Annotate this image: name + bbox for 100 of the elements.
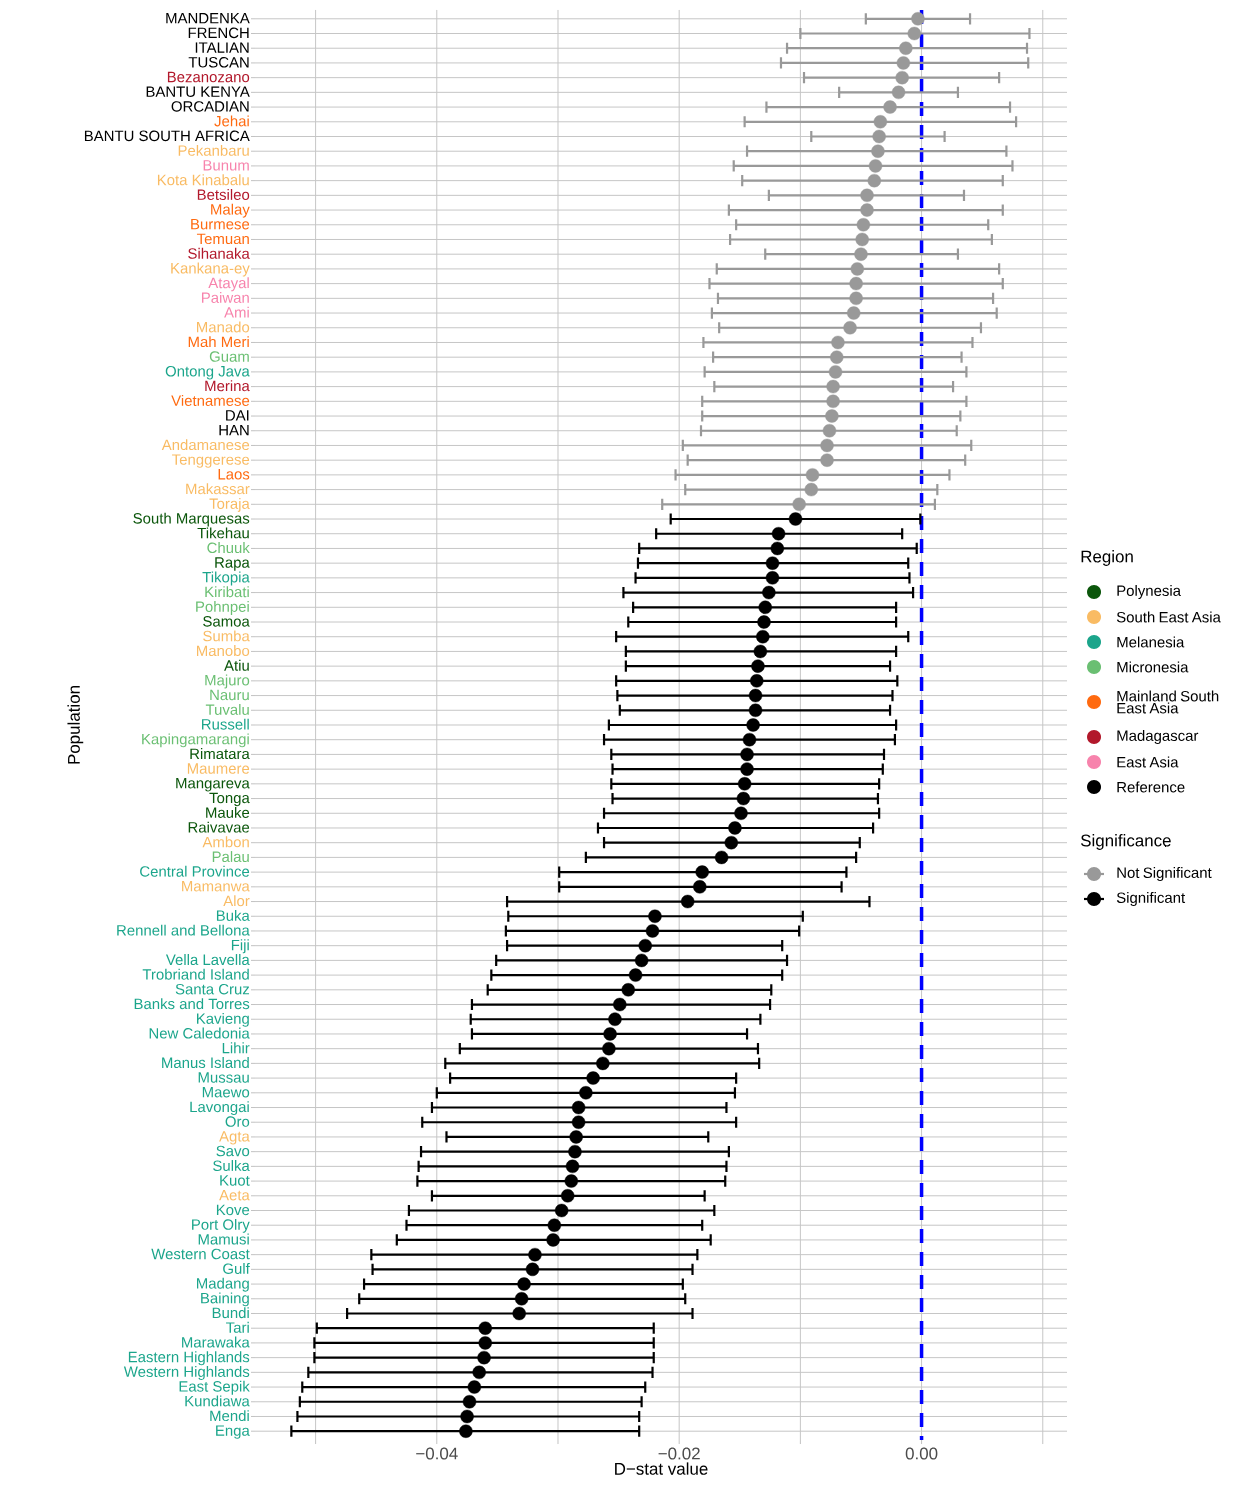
y-tick-label: Bunum (203, 160, 249, 171)
point (849, 291, 863, 306)
point (830, 350, 844, 364)
point (828, 365, 843, 379)
point (825, 409, 839, 423)
y-tick-label: Enga (216, 1425, 250, 1439)
point (820, 453, 834, 467)
y-tick-label: Maewo (202, 1087, 250, 1098)
y-tick-label: Temuan (196, 233, 249, 245)
y-tick-label: Tenggerese (172, 454, 250, 468)
y-tick-label: Lavongai (190, 1101, 249, 1116)
y-tick-label: Mussau (198, 1072, 249, 1083)
y-tick-label: Ontong Java (165, 365, 250, 380)
point (804, 482, 818, 497)
y-tick-label: Tikehau (197, 527, 249, 539)
y-tick-label: Savo (216, 1145, 250, 1157)
y-tick-label: Western Coast (151, 1248, 250, 1260)
y-tick-label: Trobriand Island (142, 968, 249, 980)
y-tick-label: DAI (226, 410, 249, 421)
text: Significance (1080, 834, 1171, 850)
y-tick-label: Madang (197, 1277, 249, 1292)
point (895, 70, 909, 85)
y-tick-label: Malay (211, 203, 250, 218)
y-tick-label: Kota Kinabalu (157, 174, 249, 186)
y-tick-label: Laos (218, 469, 250, 480)
point (847, 306, 861, 320)
y-tick-label: Atayal (208, 277, 249, 292)
y-tick-label: Manus Island (162, 1057, 249, 1069)
y-tick-label: FRENCH (188, 27, 249, 39)
y-tick-label: Kiribati (205, 586, 249, 598)
y-tick-label: Mendi (210, 1410, 249, 1422)
legend-label: Significant (1116, 892, 1186, 906)
y-tick-label: Paiwan (202, 292, 249, 303)
y-tick-label: Ami (224, 306, 249, 318)
y-tick-label: MANDENKA (166, 13, 250, 24)
y-tick-label: Sumba (203, 630, 250, 642)
x-tick-label: −0.02 (658, 1447, 700, 1460)
y-tick-label: Rapa (215, 557, 250, 571)
legend-label: Not Significant (1117, 867, 1212, 881)
y-tick-label: Guam (209, 351, 249, 362)
point (792, 497, 806, 511)
y-tick-label: TUSCAN (188, 56, 249, 68)
y-tick-label: Mamusi (198, 1233, 249, 1245)
x-tick-label: −0.04 (416, 1447, 458, 1460)
y-tick-label: East Sepik (179, 1380, 250, 1395)
y-tick-label: New Caledonia (149, 1027, 250, 1039)
y-tick-label: Mauke (206, 806, 250, 818)
y-tick-label: Mamanwa (182, 881, 250, 892)
y-tick-label: Sulka (213, 1160, 250, 1172)
point (850, 262, 865, 276)
y-tick-label: Rennell and Bellona (117, 924, 250, 936)
y-tick-label: Eastern Highlands (128, 1351, 250, 1366)
y-tick-label: Burmese (191, 218, 250, 230)
point (873, 115, 888, 129)
y-tick-label: Western Highlands (123, 1366, 250, 1380)
y-tick-label: ITALIAN (195, 42, 249, 53)
point (831, 335, 845, 350)
y-tick-label: Aeta (219, 1190, 250, 1201)
legend-label: Polynesia (1117, 585, 1181, 599)
y-tick-label: Ambon (202, 836, 249, 848)
y-tick-label: Tikopia (202, 571, 250, 586)
y-tick-label: Jehai (214, 115, 249, 127)
y-tick-label: Rimatara (190, 748, 250, 760)
y-tick-label: HAN (219, 424, 249, 436)
y-tick-label: Fiji (231, 939, 249, 954)
y-tick-label: Tari (226, 1321, 249, 1333)
point (854, 247, 868, 261)
y-tick-label: Atiu (224, 659, 249, 671)
point (820, 438, 834, 453)
legend-title: Region (1081, 550, 1133, 566)
y-tick-label: Vietnamese (171, 394, 250, 406)
x-axis-title: D−stat value (615, 1462, 708, 1475)
y-tick-label: Mah Meri (188, 336, 249, 348)
point (911, 12, 925, 26)
y-tick-label: ORCADIAN (171, 101, 249, 112)
y-tick-label: Merina (205, 380, 250, 392)
y-tick-label: Central Province (140, 865, 250, 877)
y-tick-label: Pekanbaru (178, 144, 249, 156)
legend-label: South East Asia (1116, 611, 1221, 623)
point (856, 218, 871, 232)
y-axis-title: Population (67, 686, 84, 764)
point (822, 424, 837, 438)
y-tick-label: Russell (202, 718, 249, 730)
point (896, 56, 911, 70)
point (826, 394, 840, 409)
point (868, 159, 883, 173)
y-tick-label: Marawaka (182, 1336, 250, 1348)
point (891, 85, 906, 100)
y-tick-label: Agta (219, 1131, 250, 1145)
point (860, 203, 874, 217)
y-tick-label: Buka (216, 909, 250, 921)
y-tick-label: Lihir (222, 1042, 250, 1054)
y-tick-label: Manado (197, 321, 250, 333)
y-tick-label: BANTU SOUTH AFRICA (84, 130, 250, 142)
y-tick-label: Tonga (209, 792, 250, 807)
y-tick-label: BANTU KENYA (146, 86, 250, 97)
point (899, 41, 913, 55)
y-tick-label: South Marquesas (133, 512, 250, 527)
y-tick-label: Santa Cruz (175, 983, 250, 995)
y-tick-label: Chuuk (207, 542, 250, 554)
